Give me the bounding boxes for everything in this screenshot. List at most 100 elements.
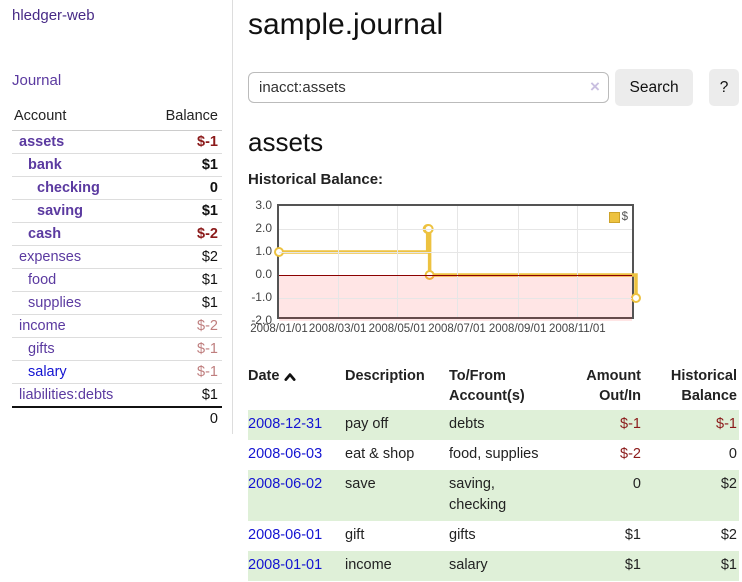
account-balance: $1 xyxy=(145,383,222,408)
col-amount-outin: Amount Out/In xyxy=(586,368,641,404)
account-link-income[interactable]: income xyxy=(12,314,146,338)
search-button[interactable]: Search xyxy=(614,69,694,106)
gridline xyxy=(397,206,398,317)
chart-label: Historical Balance: xyxy=(248,171,384,188)
accounts-col-balance: Balance xyxy=(145,103,222,131)
chart-plot[interactable]: $ 3.0 2.0 1.0 0.0 -1.0 -2.0 2008/01/01 2008/03/… xyxy=(250,198,641,335)
account-link-expenses[interactable]: expenses xyxy=(12,245,146,269)
transaction-description: income xyxy=(345,557,392,573)
account-link-bank[interactable]: bank xyxy=(12,153,146,177)
transaction-date-link[interactable]: 2008-01-01 xyxy=(248,557,323,573)
transaction-row: 2008-06-02 save saving, checking 0 $2 xyxy=(248,470,739,521)
legend-label: $ xyxy=(621,211,628,223)
col-tofrom-accounts: To/From Account(s) xyxy=(449,368,525,404)
account-balance: $1 xyxy=(145,153,222,177)
account-link-liabilities-debts[interactable]: liabilities:debts xyxy=(12,383,146,408)
app-title-link[interactable]: hledger-web xyxy=(12,7,95,24)
account-balance: $2 xyxy=(145,245,222,269)
account-row-salary: salary $-1 xyxy=(12,360,222,384)
account-balance: $-1 xyxy=(145,360,222,384)
accounts-total-value: 0 xyxy=(145,406,222,430)
sidebar: hledger-web Journal Account Balance asse… xyxy=(0,0,233,434)
transaction-amount: $1 xyxy=(624,527,641,543)
transaction-description: eat & shop xyxy=(345,446,415,462)
transaction-accounts: salary xyxy=(449,557,488,573)
transaction-amount: $-2 xyxy=(620,446,641,462)
legend-swatch xyxy=(608,211,620,223)
account-link-checking[interactable]: checking xyxy=(12,176,146,200)
register-table: Date Description To/From Account(s) Amou… xyxy=(248,364,739,581)
register-header-row: Date Description To/From Account(s) Amou… xyxy=(248,364,739,410)
transaction-row: 2008-01-01 income salary $1 $1 xyxy=(248,551,739,581)
transaction-accounts: debts xyxy=(449,416,485,432)
account-row-checking: checking 0 xyxy=(12,176,222,200)
main-content: sample.journal × Search ? assets Histori… xyxy=(248,0,739,581)
transaction-description: gift xyxy=(345,527,365,543)
data-point-marker xyxy=(631,293,641,303)
transaction-row: 2008-12-31 pay off debts $-1 $-1 xyxy=(248,410,739,440)
transaction-date-link[interactable]: 2008-06-01 xyxy=(248,527,323,543)
account-heading: assets xyxy=(248,127,324,157)
transaction-balance: $-1 xyxy=(716,416,737,432)
accounts-total-row: 0 xyxy=(12,406,222,430)
transaction-description: save xyxy=(345,476,376,492)
y-axis-tick: 1.0 xyxy=(255,244,272,258)
y-axis-tick: -2.0 xyxy=(251,313,272,327)
gridline xyxy=(279,252,632,253)
transaction-row: 2008-06-03 eat & shop food, supplies $-2… xyxy=(248,440,739,470)
account-row-expenses: expenses $2 xyxy=(12,245,222,269)
search-input[interactable] xyxy=(248,72,609,103)
account-balance: $-1 xyxy=(145,337,222,361)
account-row-gifts: gifts $-1 xyxy=(12,337,222,361)
gridline xyxy=(518,206,519,317)
sort-ascending-icon xyxy=(284,373,296,381)
transaction-accounts: saving, checking xyxy=(449,476,507,513)
transaction-description: pay off xyxy=(345,416,389,432)
account-balance: $-2 xyxy=(145,222,222,246)
help-button[interactable]: ? xyxy=(709,69,739,106)
gridline xyxy=(279,298,632,299)
transaction-balance: $2 xyxy=(720,476,737,492)
historical-balance-chart: $ 3.0 2.0 1.0 0.0 -1.0 -2.0 2008/01/01 2008/03/… xyxy=(250,198,641,342)
search-form: × Search ? xyxy=(248,69,739,106)
account-row-income: income $-2 xyxy=(12,314,222,338)
account-link-saving[interactable]: saving xyxy=(12,199,146,223)
account-link-food[interactable]: food xyxy=(12,268,146,292)
account-balance: $-1 xyxy=(145,130,222,154)
account-link-gifts[interactable]: gifts xyxy=(12,337,146,361)
account-row-saving: saving $1 xyxy=(12,199,222,223)
gridline xyxy=(279,275,632,276)
transaction-amount: 0 xyxy=(632,476,641,492)
account-row-liabilities-debts: liabilities:debts $1 xyxy=(12,383,222,408)
accounts-table: Account Balance assets $-1 bank $1 check… xyxy=(12,103,222,430)
account-row-bank: bank $1 xyxy=(12,153,222,177)
account-link-assets[interactable]: assets xyxy=(12,130,146,154)
account-link-supplies[interactable]: supplies xyxy=(12,291,146,315)
clear-search-icon[interactable]: × xyxy=(590,77,600,96)
sidebar-item-journal[interactable]: Journal xyxy=(12,72,62,89)
col-description: Description xyxy=(345,368,425,384)
account-row-food: food $1 xyxy=(12,268,222,292)
account-link-cash[interactable]: cash xyxy=(12,222,146,246)
x-axis-tick: 2008/07/01 xyxy=(428,323,486,335)
transaction-date-link[interactable]: 2008-06-02 xyxy=(248,476,323,492)
x-axis-tick: 2008/11/01 xyxy=(548,323,606,335)
transaction-amount: $1 xyxy=(624,557,641,573)
account-row-assets: assets $-1 xyxy=(12,130,222,154)
transaction-date-link[interactable]: 2008-06-03 xyxy=(248,446,323,462)
gridline xyxy=(338,206,339,317)
y-axis-tick: -1.0 xyxy=(251,290,272,304)
account-balance: $-2 xyxy=(145,314,222,338)
chart-legend: $ xyxy=(608,211,628,223)
col-date[interactable]: Date xyxy=(248,364,345,410)
page-title: sample.journal xyxy=(248,8,444,41)
gridline xyxy=(577,206,578,317)
account-row-supplies: supplies $1 xyxy=(12,291,222,315)
transaction-row: 2008-06-01 gift gifts $1 $2 xyxy=(248,521,739,551)
account-balance: 0 xyxy=(145,176,222,200)
transaction-date-link[interactable]: 2008-12-31 xyxy=(248,416,323,432)
transaction-balance: 0 xyxy=(728,446,737,462)
transaction-amount: $-1 xyxy=(620,416,641,432)
account-row-cash: cash $-2 xyxy=(12,222,222,246)
account-link-salary[interactable]: salary xyxy=(12,360,146,384)
